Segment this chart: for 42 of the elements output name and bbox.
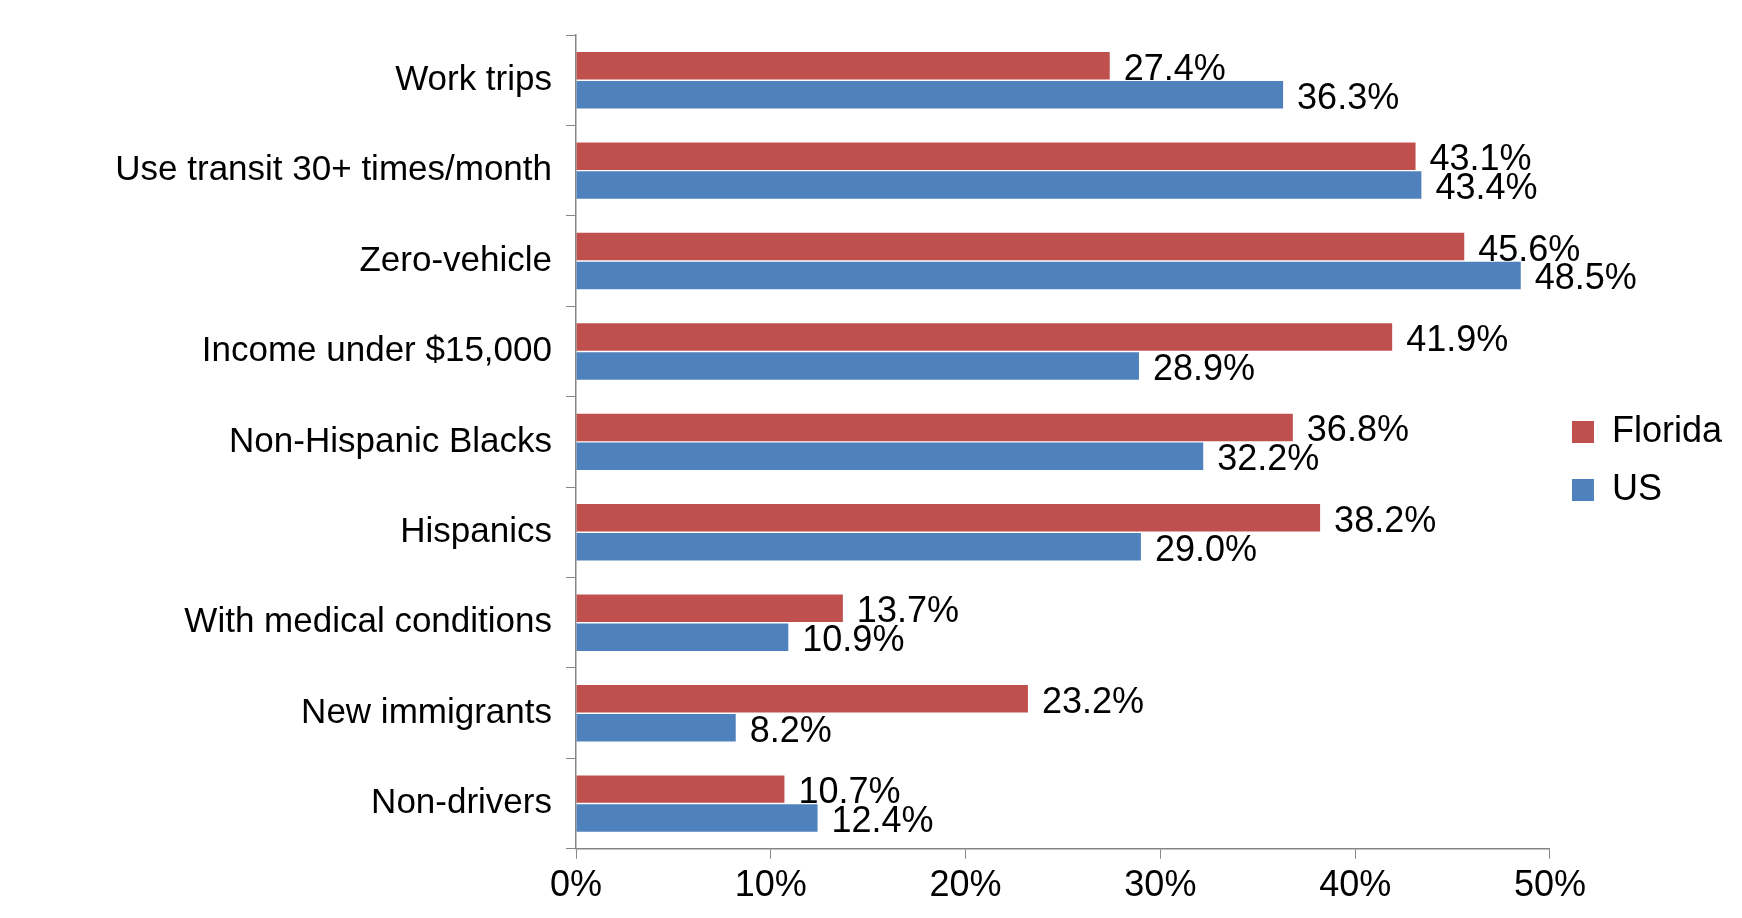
bar (576, 504, 1321, 532)
legend-label: Florida (1611, 408, 1723, 450)
y-tick-label: Non-drivers (371, 781, 552, 821)
y-tick-label: Income under $15,000 (201, 329, 552, 369)
data-label: 28.9% (1152, 346, 1256, 388)
bar (576, 352, 1139, 380)
x-tick-label: 40% (1319, 863, 1392, 905)
y-tick-label: Zero-vehicle (359, 238, 552, 278)
y-tick-label: Non-Hispanic Blacks (229, 419, 552, 459)
data-label: 38.2% (1334, 498, 1437, 540)
y-tick-label: New immigrants (301, 690, 552, 730)
bar (576, 80, 1284, 109)
y-tick-label: Hispanics (400, 509, 552, 549)
bar (576, 533, 1141, 561)
bar (576, 623, 789, 651)
data-label: 41.9% (1406, 317, 1509, 359)
x-tick-label: 30% (1124, 863, 1197, 905)
y-tick-label: Use transit 30+ times/month (115, 148, 552, 188)
bar (576, 142, 1416, 170)
bar (576, 684, 1028, 713)
data-label: 29.0% (1154, 527, 1257, 569)
bar (576, 442, 1204, 471)
x-tick-label: 50% (1513, 863, 1586, 905)
data-label: 8.2% (749, 708, 832, 750)
bar (576, 232, 1465, 261)
bar (576, 804, 818, 832)
bar (576, 52, 1110, 80)
x-tick-label: 10% (734, 863, 807, 905)
y-tick-label: With medical conditions (184, 600, 552, 640)
y-tick-label: Work trips (395, 57, 552, 97)
data-label: 36.3% (1297, 75, 1400, 117)
bar (576, 413, 1293, 442)
bar (576, 323, 1393, 351)
bar (576, 775, 785, 803)
bar (576, 713, 736, 742)
legend-label: US (1611, 466, 1662, 508)
bar (576, 171, 1422, 199)
data-label: 27.4% (1123, 46, 1226, 88)
bar (576, 594, 843, 623)
x-tick-label: 20% (929, 863, 1002, 905)
x-tick-label: 0% (549, 863, 603, 905)
data-label: 23.2% (1041, 679, 1144, 721)
